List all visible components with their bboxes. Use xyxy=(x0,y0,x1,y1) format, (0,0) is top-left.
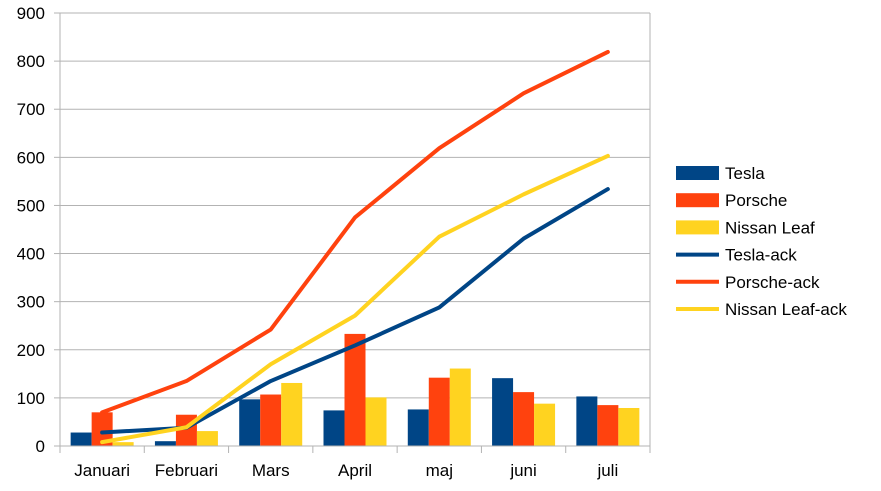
bar-porsche-juli xyxy=(597,405,619,446)
x-tick-label-Mars: Mars xyxy=(252,461,290,480)
x-tick-label-maj: maj xyxy=(426,461,453,480)
y-tick-label-400: 400 xyxy=(17,245,45,264)
bar-porsche-maj xyxy=(428,377,450,446)
legend-swatch-nissan-leaf xyxy=(676,220,719,235)
bar-tesla-april xyxy=(323,410,345,446)
y-tick-label-100: 100 xyxy=(17,389,45,408)
grid-layer xyxy=(60,12,650,447)
bar-nissan-leaf-juni xyxy=(534,403,556,446)
bar-porsche-juni xyxy=(513,392,535,446)
line-porsche-ack xyxy=(100,49,610,415)
line-layer xyxy=(100,49,610,445)
bar-nissan-leaf-januari xyxy=(112,442,134,446)
y-tick-label-800: 800 xyxy=(17,52,45,71)
y-tick-label-300: 300 xyxy=(17,293,45,312)
bar-nissan-leaf-februari xyxy=(196,431,218,446)
bar-nissan-leaf-maj xyxy=(449,368,471,446)
legend-label-nissan-leaf-ack: Nissan Leaf-ack xyxy=(725,300,847,319)
y-tick-label-600: 600 xyxy=(17,148,45,167)
legend-label-tesla: Tesla xyxy=(725,164,765,183)
x-tick-label-Februari: Februari xyxy=(155,461,218,480)
bar-nissan-leaf-april xyxy=(365,397,387,446)
y-tick-label-900: 900 xyxy=(17,4,45,23)
axis-layer: 0 100 200 300 400 500 600 700 800 900 Januari Febru… xyxy=(17,4,651,480)
bar-porsche-januari xyxy=(91,412,113,446)
line-nissan-leaf-ack xyxy=(100,153,610,445)
legend-label-tesla-ack: Tesla-ack xyxy=(725,246,797,265)
legend-swatch-tesla xyxy=(676,166,719,180)
legend-layer: Tesla Porsche Nissan Leaf Tesla-ack Porsche-… xyxy=(676,164,847,319)
y-tick-label-0: 0 xyxy=(36,437,45,456)
bar-nissan-leaf-mars xyxy=(281,382,303,446)
x-tick-label-April: April xyxy=(338,461,372,480)
bar-tesla-februari xyxy=(154,441,176,446)
bar-tesla-juni xyxy=(492,378,514,446)
x-tick-label-juni: juni xyxy=(509,461,536,480)
bar-nissan-leaf-juli xyxy=(618,407,640,446)
y-tick-label-200: 200 xyxy=(17,341,45,360)
legend-label-nissan-leaf: Nissan Leaf xyxy=(725,218,815,237)
bar-porsche-april xyxy=(344,333,366,446)
bar-tesla-mars xyxy=(239,399,261,446)
bar-tesla-juli xyxy=(576,396,598,446)
bar-tesla-maj xyxy=(407,409,429,446)
bar-porsche-mars xyxy=(260,394,282,446)
y-tick-label-500: 500 xyxy=(17,196,45,215)
legend-swatch-porsche xyxy=(676,193,719,208)
x-tick-label-Januari: Januari xyxy=(74,461,130,480)
legend-label-porsche: Porsche xyxy=(725,191,787,210)
x-tick-label-juli: juli xyxy=(596,461,618,480)
y-tick-label-700: 700 xyxy=(17,100,45,119)
bar-tesla-januari xyxy=(70,432,92,446)
legend-label-porsche-ack: Porsche-ack xyxy=(725,273,820,292)
